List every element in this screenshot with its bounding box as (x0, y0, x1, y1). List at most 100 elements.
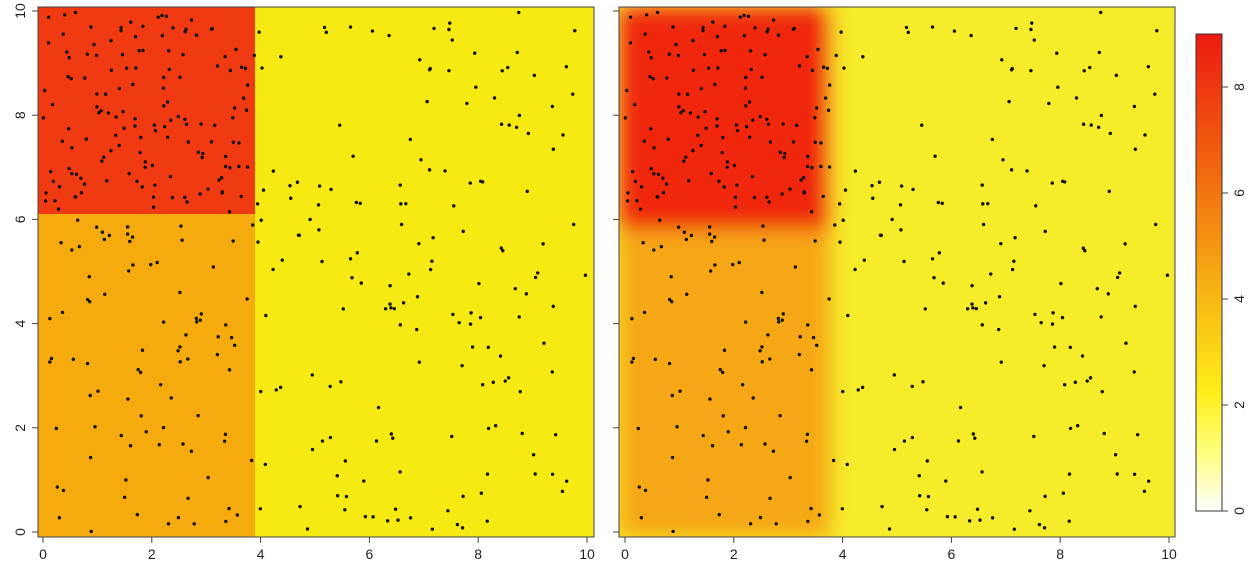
sample-point (871, 196, 875, 200)
sample-point (119, 28, 123, 33)
sample-point (344, 494, 349, 499)
sample-point (103, 92, 108, 96)
sample-point (474, 85, 478, 89)
sample-point (682, 230, 687, 234)
sample-point (151, 195, 156, 199)
colorbar: 0 2 4 6 8 (1195, 33, 1247, 515)
sample-point (237, 164, 241, 169)
sample-point (666, 137, 670, 141)
sample-point (73, 10, 78, 15)
sample-point (816, 47, 820, 52)
sample-point (491, 380, 495, 384)
sample-point (432, 26, 436, 31)
sample-point (813, 116, 817, 120)
right-panel (619, 7, 1175, 537)
sample-point (161, 425, 166, 430)
sample-point (82, 182, 87, 186)
left-y-tick-label: 2 (12, 424, 28, 432)
sample-point (811, 335, 816, 340)
sample-point (753, 26, 757, 30)
sample-point (468, 322, 473, 326)
sample-point (232, 106, 237, 110)
sample-point (181, 53, 185, 57)
sample-point (178, 75, 182, 79)
sample-point (227, 506, 231, 511)
left-y-tick-label: 8 (12, 111, 28, 119)
sample-point (107, 233, 112, 238)
sample-point (96, 389, 100, 393)
sample-point (192, 522, 196, 526)
sample-point (128, 444, 133, 448)
sample-point (398, 183, 402, 187)
sample-point (926, 494, 931, 499)
sample-point (1029, 68, 1033, 73)
sample-point (633, 179, 638, 184)
sample-point (198, 318, 202, 322)
sample-point (870, 184, 874, 188)
sample-point (165, 135, 170, 139)
sample-point (635, 199, 639, 203)
sample-point (720, 150, 724, 155)
sample-point (674, 42, 678, 47)
sample-point (176, 349, 180, 353)
sample-point (103, 292, 107, 296)
sample-point (133, 124, 137, 128)
sample-point (699, 86, 704, 91)
sample-point (399, 222, 404, 227)
sample-point (892, 373, 896, 377)
sample-point (710, 239, 714, 244)
sample-point (748, 49, 753, 53)
sample-point (517, 113, 522, 118)
sample-point (100, 159, 104, 163)
sample-point (237, 141, 241, 145)
left-x-tick-label: 6 (366, 546, 374, 562)
sample-point (726, 430, 730, 434)
sample-point (837, 202, 842, 206)
sample-point (139, 135, 143, 140)
left-panel (38, 7, 594, 537)
sample-point (341, 307, 345, 311)
sample-point (744, 104, 748, 108)
sample-point (85, 361, 90, 366)
sample-point (261, 188, 266, 192)
sample-point (676, 53, 681, 58)
sample-point (176, 114, 181, 119)
sample-point (691, 148, 695, 153)
sample-point (630, 316, 634, 321)
sample-point (658, 218, 662, 222)
sample-point (561, 133, 565, 137)
sample-point (709, 171, 713, 176)
sample-point (478, 315, 483, 320)
sample-point (62, 13, 67, 17)
sample-point (1051, 311, 1055, 315)
sample-point (350, 276, 354, 280)
sample-point (50, 102, 55, 107)
sample-point (920, 123, 924, 127)
sample-point (925, 508, 929, 512)
sample-point (679, 110, 683, 115)
sample-point (244, 108, 249, 112)
sample-point (760, 290, 764, 295)
sample-point (215, 64, 220, 68)
sample-point (880, 504, 884, 509)
sample-point (898, 203, 903, 207)
sample-point (200, 155, 204, 160)
sample-point (94, 225, 99, 229)
sample-point (841, 218, 845, 222)
sample-point (996, 327, 1001, 332)
sample-point (701, 25, 705, 30)
sample-point (53, 199, 57, 203)
sample-point (684, 155, 688, 159)
sample-point (84, 137, 88, 141)
sample-point (430, 259, 434, 263)
sample-point (255, 202, 260, 206)
sample-point (1043, 229, 1047, 234)
sample-point (967, 519, 972, 523)
sample-point (189, 449, 194, 453)
sample-point (95, 92, 99, 96)
sample-point (41, 116, 46, 120)
sample-point (840, 507, 844, 511)
sample-point (455, 522, 460, 527)
sample-point (678, 389, 682, 393)
sample-point (279, 54, 283, 59)
